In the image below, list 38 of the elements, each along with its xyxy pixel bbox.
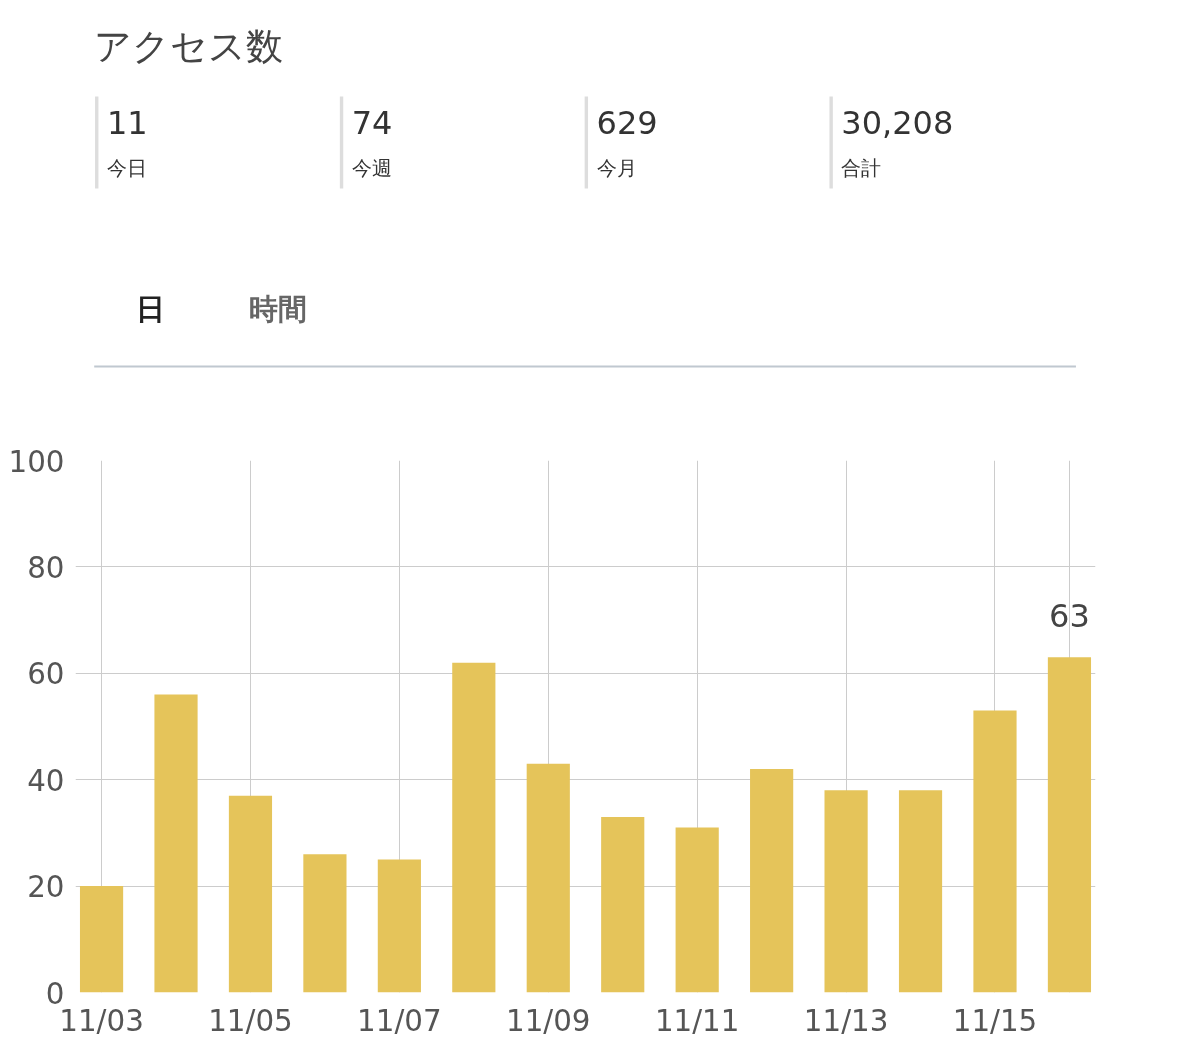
x-tick-label: 11/13 (803, 1003, 889, 1038)
text: 11 (106, 104, 148, 142)
x-tick-label: 11/07 (357, 1003, 442, 1038)
x-tick-label: 11/05 (208, 1003, 293, 1038)
bar (750, 769, 794, 993)
text: 今月 (596, 155, 637, 180)
text: 時間 (248, 291, 307, 326)
text: 30,208 (841, 104, 954, 142)
text: アクセス数 (94, 23, 284, 68)
bar (675, 827, 719, 993)
bar (601, 816, 645, 993)
y-tick-label: 80 (27, 550, 65, 585)
bar (79, 886, 124, 993)
text: 今日 (106, 155, 147, 180)
text: 629 (596, 104, 658, 142)
bar (303, 854, 347, 993)
text: 今週 (351, 155, 392, 180)
bar (1047, 657, 1092, 993)
y-tick-label: 40 (27, 763, 65, 798)
x-tick-label: 11/03 (59, 1003, 144, 1038)
y-tick-label: 100 (8, 444, 65, 479)
bar (228, 795, 273, 993)
bar (452, 662, 496, 993)
x-tick-label: 11/09 (506, 1003, 591, 1038)
bar (526, 763, 570, 993)
text: 74 (351, 104, 393, 142)
x-tick-label: 11/15 (952, 1003, 1038, 1038)
bar (973, 710, 1017, 993)
bar (824, 790, 868, 993)
text: 合計 (841, 155, 882, 180)
data-label: 63 (1049, 597, 1090, 636)
text: 日 (135, 291, 165, 326)
bar (154, 694, 198, 993)
bar (377, 859, 421, 993)
y-tick-label: 60 (27, 657, 65, 692)
y-tick-label: 20 (27, 870, 65, 905)
bar (898, 790, 943, 993)
x-tick-label: 11/11 (654, 1003, 740, 1038)
